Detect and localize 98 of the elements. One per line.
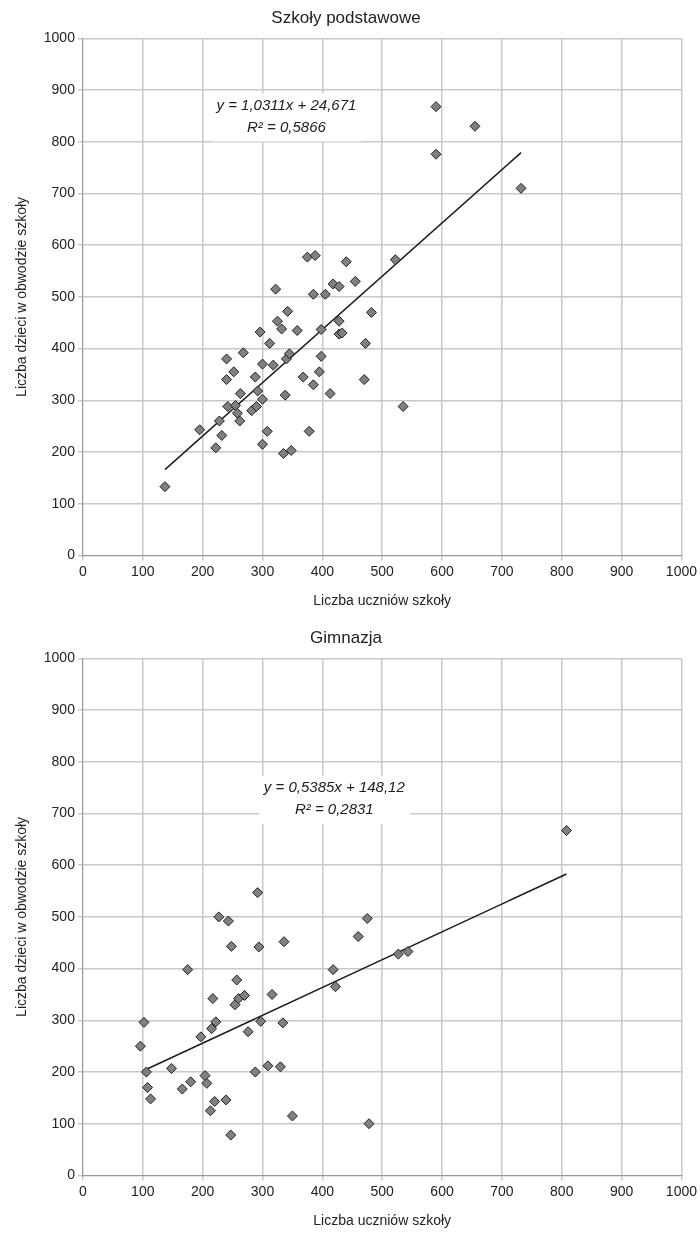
y-tick-label: 800	[51, 132, 76, 149]
x-tick-label: 1000	[665, 1182, 698, 1199]
point	[207, 993, 219, 1005]
point	[222, 915, 234, 927]
y-tick-label: 900	[51, 700, 76, 717]
x-tick-label: 1000	[665, 562, 698, 579]
y-tick-label: 500	[51, 287, 76, 304]
x-tick-label: 200	[190, 1182, 215, 1199]
point	[252, 887, 264, 899]
x-tick-label: 300	[250, 562, 275, 579]
point	[363, 1118, 375, 1130]
point	[277, 1017, 289, 1029]
point	[199, 1070, 211, 1082]
x-tick-label: 800	[550, 562, 574, 579]
point	[327, 964, 339, 976]
x-tick-label: 100	[131, 562, 155, 579]
y-tick-label: 400	[51, 959, 76, 976]
point	[140, 1066, 152, 1078]
y-tick-label: 400	[51, 339, 76, 356]
annotation: y = 1,0311x + 24,671	[215, 95, 357, 113]
point	[286, 1110, 298, 1122]
y-tick-label: 100	[51, 1114, 76, 1131]
y-tick-label: 1000	[43, 29, 76, 46]
y-tick-label: 900	[51, 80, 76, 97]
x-tick-label: 900	[609, 1182, 634, 1199]
y-axis-title: Liczba dzieci w obwodzie szkoły	[13, 816, 30, 1017]
point	[249, 1066, 261, 1078]
y-tick-label: 600	[51, 236, 76, 253]
point	[201, 1077, 213, 1089]
x-tick-label: 300	[250, 1182, 275, 1199]
y-tick-label: 300	[51, 1011, 76, 1028]
point	[330, 981, 341, 993]
y-tick-label: 200	[51, 1062, 76, 1079]
point	[402, 946, 414, 958]
point	[213, 911, 225, 923]
x-axis-title: Liczba uczniów szkoły	[313, 1212, 452, 1229]
annotation: y = 0,5385x + 148,12	[262, 777, 406, 795]
x-tick-label: 900	[609, 562, 634, 579]
point	[206, 1023, 218, 1035]
point	[210, 1016, 222, 1028]
point	[266, 988, 278, 1000]
x-tick-label: 700	[490, 1182, 514, 1199]
y-tick-label: 600	[51, 856, 76, 873]
x-tick-label: 400	[310, 562, 335, 579]
point	[225, 1129, 237, 1141]
point	[134, 1040, 146, 1052]
point	[239, 989, 251, 1001]
x-tick-label: 800	[550, 1182, 574, 1199]
point	[204, 1105, 216, 1117]
y-tick-label: 700	[51, 184, 76, 201]
point	[242, 1026, 254, 1038]
point	[262, 1060, 274, 1072]
point	[185, 1076, 197, 1088]
point	[142, 1082, 154, 1094]
y-tick-label: 300	[51, 391, 76, 408]
point	[176, 1083, 188, 1095]
point	[231, 974, 243, 986]
chart-title: Szkoły podstawowe	[271, 7, 421, 27]
point	[195, 1031, 207, 1043]
y-axis-title: Liczba dzieci w obwodzie szkoły	[13, 196, 30, 397]
x-tick-label: 600	[430, 562, 454, 579]
y-tick-label: 700	[51, 804, 76, 821]
point	[138, 1016, 150, 1028]
point	[145, 1093, 157, 1105]
point	[392, 948, 404, 960]
x-tick-label: 200	[190, 562, 215, 579]
x-tick-label: 700	[490, 562, 514, 579]
point	[561, 825, 573, 837]
y-tick-label: 800	[51, 752, 76, 769]
point	[352, 931, 364, 943]
point	[255, 1015, 267, 1027]
point	[220, 1094, 232, 1106]
point	[229, 999, 241, 1011]
point	[361, 912, 373, 924]
annotation: R² = 0,5866	[247, 117, 327, 135]
point	[166, 1062, 178, 1074]
x-tick-label: 0	[79, 1182, 88, 1199]
x-tick-label: 500	[370, 562, 395, 579]
x-tick-label: 0	[79, 562, 88, 579]
x-axis-title: Liczba uczniów szkoły	[313, 592, 452, 609]
chart-title: Gimnazja	[310, 627, 383, 647]
annotation: R² = 0,2831	[294, 799, 374, 817]
x-tick-label: 400	[310, 1182, 335, 1199]
point	[225, 940, 237, 952]
point	[274, 1061, 286, 1073]
point	[278, 936, 290, 948]
y-tick-label: 0	[67, 1166, 76, 1183]
y-tick-label: 0	[67, 546, 76, 563]
point	[182, 964, 194, 976]
x-tick-label: 600	[430, 1182, 454, 1199]
y-tick-label: 500	[51, 907, 76, 924]
y-tick-label: 1000	[43, 649, 76, 666]
point	[253, 941, 265, 953]
y-tick-label: 200	[51, 442, 76, 459]
y-tick-label: 100	[51, 494, 76, 511]
x-tick-label: 100	[131, 1182, 155, 1199]
x-tick-label: 500	[370, 1182, 395, 1199]
point	[209, 1095, 221, 1107]
